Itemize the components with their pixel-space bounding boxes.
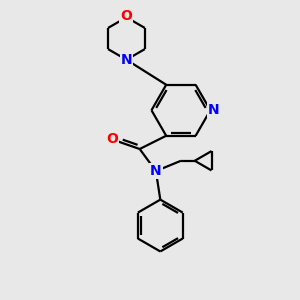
Text: N: N [121,53,132,67]
Text: N: N [208,103,220,117]
Text: O: O [121,9,132,23]
Text: N: N [150,164,162,178]
Text: O: O [106,132,118,146]
